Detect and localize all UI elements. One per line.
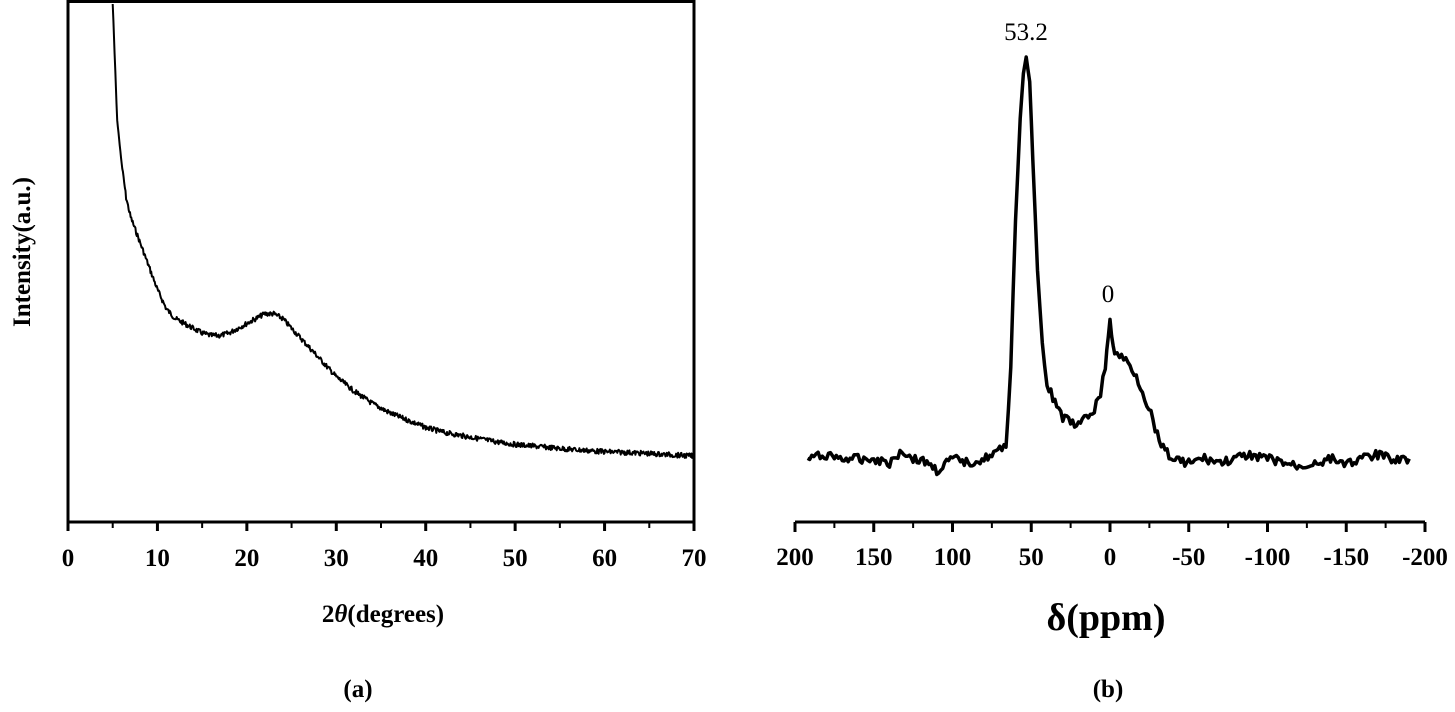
- chart-b-nmr-curve: [806, 55, 1411, 477]
- chart-a-tick-label: 10: [145, 545, 170, 572]
- chart-b-tick-label: 200: [776, 544, 814, 571]
- chart-b-x-tick-labels: 200 150 100 50 0 -50 -100 -150 -200: [776, 544, 1448, 571]
- chart-b-tick-label: -200: [1402, 544, 1448, 571]
- chart-a-tick-label: 50: [503, 545, 528, 572]
- chart-b-tick-label: -100: [1245, 544, 1291, 571]
- chart-a-x-ticks: [66, 522, 696, 531]
- chart-a-x-tick-labels: 0 10 20 30 40 50 60 70: [62, 545, 707, 572]
- chart-a-frame: [66, 0, 696, 524]
- chart-b-peak-annotation-53: 53.2: [1004, 19, 1048, 46]
- chart-b-x-ticks: [793, 522, 1427, 532]
- chart-b-tick-label: -50: [1172, 544, 1205, 571]
- chart-a-tick-label: 20: [234, 545, 259, 572]
- chart-a-x-title-prefix: 2: [322, 601, 335, 628]
- chart-a-tick-label: 0: [62, 545, 75, 572]
- chart-a-tick-label: 40: [413, 545, 438, 572]
- chart-a-plot-area: 0 10 20 30 40 50 60 70: [62, 0, 707, 572]
- chart-b-tick-label: 0: [1104, 544, 1117, 571]
- chart-b-x-axis-title: δ(ppm): [1047, 597, 1166, 639]
- panel-label-b: (b): [1093, 676, 1124, 703]
- chart-a-xrd-curve: [111, 3, 695, 459]
- chart-a-tick-label: 30: [324, 545, 349, 572]
- chart-a-x-title-theta: θ: [334, 601, 347, 628]
- chart-b-tick-label: 50: [1019, 544, 1044, 571]
- chart-b-tick-label: 100: [934, 544, 972, 571]
- chart-a-tick-label: 60: [592, 545, 617, 572]
- chart-b-plot-area: 200 150 100 50 0 -50 -100 -150 -200 53.2 0: [776, 19, 1448, 571]
- chart-a-tick-label: 70: [682, 545, 707, 572]
- panel-label-a: (a): [343, 676, 372, 703]
- chart-a-y-axis-title: Intensity(a.u.): [9, 177, 36, 327]
- chart-b-tick-label: 150: [855, 544, 893, 571]
- chart-a-x-title-suffix: (degrees): [347, 601, 444, 628]
- chart-a-x-axis-title: 2θ(degrees): [322, 601, 444, 628]
- chart-b-peak-annotation-0: 0: [1102, 281, 1115, 308]
- chart-b-tick-label: -150: [1323, 544, 1369, 571]
